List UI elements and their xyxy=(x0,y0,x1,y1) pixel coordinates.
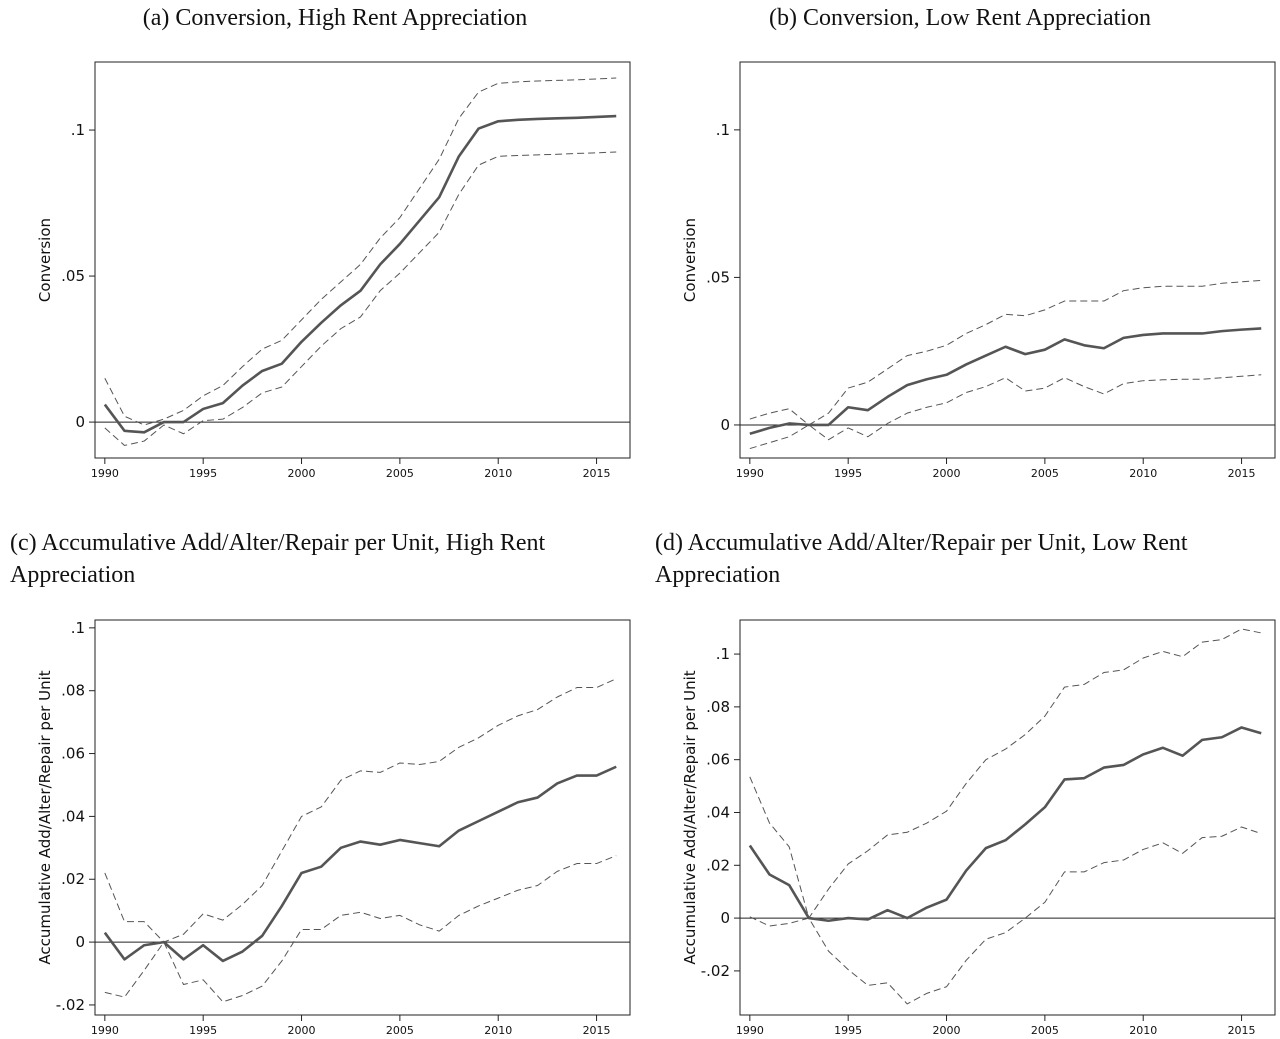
panel-title: (a) Conversion, High Rent Appreciation xyxy=(142,5,528,31)
x-tick-label: 2010 xyxy=(484,1024,512,1037)
x-tick-label: 2010 xyxy=(1129,1024,1157,1037)
y-tick-label: .02 xyxy=(706,856,730,874)
x-tick-label: 1990 xyxy=(91,467,119,480)
y-tick-label: .08 xyxy=(706,698,730,716)
y-axis-title: Conversion xyxy=(681,218,699,302)
y-tick-label: .1 xyxy=(71,619,85,637)
x-tick-label: 2005 xyxy=(386,1024,414,1037)
plot-frame xyxy=(94,619,631,1016)
y-tick-label: .06 xyxy=(61,745,85,763)
x-tick-label: 1990 xyxy=(736,1024,764,1037)
y-tick-label: .05 xyxy=(706,268,730,286)
y-tick-label: .04 xyxy=(61,807,85,825)
x-tick-label: 2010 xyxy=(1129,467,1157,480)
x-tick-label: 1990 xyxy=(736,467,764,480)
y-axis-title: Accumulative Add/Alter/Repair per Unit xyxy=(681,670,699,964)
plot-frame xyxy=(94,61,631,459)
estimate-line xyxy=(103,765,617,963)
x-tick-label: 2000 xyxy=(288,1024,316,1037)
x-tick-label: 2005 xyxy=(386,467,414,480)
x-tick-label: 1995 xyxy=(189,1024,217,1037)
y-tick-label: .1 xyxy=(716,121,730,139)
estimate-line xyxy=(103,114,617,434)
x-tick-label: 1990 xyxy=(91,1024,119,1037)
x-tick-label: 2015 xyxy=(1228,1024,1256,1037)
confidence-band-line xyxy=(749,279,1262,426)
confidence-band-line xyxy=(749,374,1262,450)
y-tick-label: .02 xyxy=(61,870,85,888)
y-tick-label: .04 xyxy=(706,803,730,821)
confidence-band-line xyxy=(104,77,617,426)
estimate-line xyxy=(748,726,1262,923)
y-tick-label: 0 xyxy=(75,933,85,951)
y-axis-title: Accumulative Add/Alter/Repair per Unit xyxy=(36,670,54,964)
y-tick-label: 0 xyxy=(720,416,730,434)
x-tick-label: 1995 xyxy=(834,467,862,480)
x-tick-label: 2015 xyxy=(583,467,611,480)
plot-frame xyxy=(739,61,1276,459)
confidence-band-line xyxy=(749,826,1262,1005)
y-tick-label: .1 xyxy=(716,645,730,663)
plot-frame xyxy=(739,619,1276,1016)
y-tick-label: -.02 xyxy=(701,962,730,980)
y-tick-label: 0 xyxy=(75,413,85,431)
x-tick-label: 2000 xyxy=(933,1024,961,1037)
x-tick-label: 2000 xyxy=(933,467,961,480)
y-tick-label: .06 xyxy=(706,751,730,769)
confidence-band-line xyxy=(104,678,617,943)
x-tick-label: 2005 xyxy=(1031,1024,1059,1037)
panel-title: (c) Accumulative Add/Alter/Repair per Un… xyxy=(10,530,546,588)
x-tick-label: 1995 xyxy=(189,467,217,480)
y-tick-label: .1 xyxy=(71,121,85,139)
x-tick-label: 2015 xyxy=(583,1024,611,1037)
x-tick-label: 1995 xyxy=(834,1024,862,1037)
y-tick-label: .05 xyxy=(61,267,85,285)
y-tick-label: 0 xyxy=(720,909,730,927)
confidence-band-line xyxy=(104,151,617,446)
panel-title: (d) Accumulative Add/Alter/Repair per Un… xyxy=(655,530,1188,588)
confidence-band-line xyxy=(749,628,1262,919)
x-tick-label: 2000 xyxy=(288,467,316,480)
x-tick-label: 2005 xyxy=(1031,467,1059,480)
y-tick-label: .08 xyxy=(61,682,85,700)
y-axis-title: Conversion xyxy=(36,218,54,302)
panel-title: (b) Conversion, Low Rent Appreciation xyxy=(769,5,1151,31)
y-tick-label: -.02 xyxy=(56,996,85,1014)
x-tick-label: 2010 xyxy=(484,467,512,480)
estimate-line xyxy=(749,327,1262,436)
x-tick-label: 2015 xyxy=(1228,467,1256,480)
confidence-band-line xyxy=(104,855,617,1003)
